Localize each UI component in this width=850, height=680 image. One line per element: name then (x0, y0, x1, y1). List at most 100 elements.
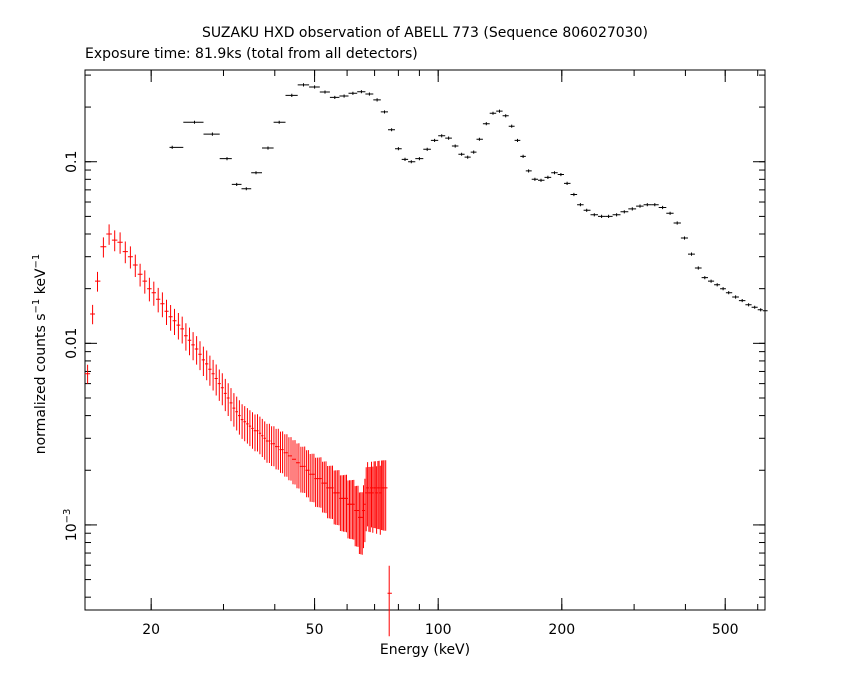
data-point (336, 470, 339, 525)
y-axis-label-unit: keV (33, 268, 49, 299)
data-point (219, 157, 232, 161)
data-point (666, 211, 674, 215)
data-point (514, 138, 521, 142)
data-point (180, 316, 184, 344)
data-point (415, 157, 424, 161)
data-point (323, 461, 326, 513)
data-point (720, 287, 726, 291)
data-point (408, 160, 416, 164)
data-point (357, 485, 359, 547)
data-point (732, 295, 739, 299)
data-point (201, 346, 205, 376)
data-point (688, 252, 695, 256)
data-point (367, 467, 370, 532)
data-point (262, 146, 274, 150)
data-point (329, 95, 340, 99)
data-point (214, 364, 218, 396)
data-point (294, 440, 296, 485)
data-point (187, 327, 192, 356)
data-point (307, 450, 310, 498)
data-point (375, 466, 378, 534)
data-point (326, 466, 329, 519)
data-point (281, 431, 284, 474)
data-point (285, 93, 298, 97)
data-point (598, 214, 606, 218)
data-point (156, 287, 161, 313)
data-point (366, 462, 369, 527)
data-point (314, 457, 317, 507)
y-axis-label: normalized counts s−1 keV−1 (31, 254, 49, 455)
data-point (357, 90, 366, 94)
data-point (132, 254, 138, 277)
data-point (708, 279, 715, 283)
data-point (464, 155, 471, 159)
data-point (331, 465, 334, 519)
data-point (273, 120, 286, 124)
data-point (329, 465, 332, 519)
x-tick-label: 500 (712, 622, 739, 638)
data-point (117, 232, 123, 254)
data-point (351, 480, 354, 540)
data-point (220, 373, 224, 406)
data-point (438, 134, 446, 138)
data-point (374, 461, 377, 529)
data-point (203, 132, 220, 136)
data-point (168, 305, 173, 331)
data-point (211, 359, 215, 391)
data-point (205, 350, 209, 381)
data-point (531, 177, 538, 181)
data-point (258, 416, 262, 455)
data-point (544, 175, 552, 179)
data-point (217, 369, 221, 401)
y-tick-label: 0.1 (64, 151, 80, 173)
data-point (334, 470, 337, 525)
data-point (243, 406, 247, 442)
data-point (232, 393, 236, 427)
data-point (348, 480, 351, 539)
data-point (577, 203, 584, 207)
data-point (570, 192, 578, 197)
data-point (341, 475, 343, 532)
data-point (297, 83, 310, 87)
data-point (387, 565, 392, 637)
data-point (229, 388, 233, 422)
data-point (191, 332, 195, 361)
data-point (238, 400, 241, 435)
data-point (538, 178, 545, 182)
data-point (369, 466, 372, 533)
data-point (371, 466, 374, 533)
svg-text:normalized counts s−1 keV−1: normalized counts s−1 keV−1 (31, 254, 49, 455)
data-point (301, 446, 304, 493)
data-point (328, 465, 331, 519)
data-point (100, 237, 107, 258)
data-point (445, 136, 452, 140)
data-point (312, 453, 315, 503)
data-point (321, 461, 324, 513)
data-point (384, 460, 388, 531)
data-point (354, 486, 357, 547)
data-point (147, 277, 152, 302)
data-point (194, 336, 199, 365)
data-point (345, 474, 348, 533)
data-point (339, 94, 349, 98)
data-point (352, 479, 355, 540)
data-point (643, 203, 652, 207)
data-point (738, 299, 746, 303)
data-point (361, 492, 364, 555)
data-point (256, 414, 259, 452)
data-point (762, 309, 768, 313)
data-point (184, 323, 188, 351)
data-point (289, 437, 292, 481)
data-point (309, 454, 312, 502)
data-point (240, 404, 244, 439)
data-point (283, 434, 286, 477)
data-point (451, 144, 459, 148)
data-point (223, 378, 227, 412)
data-point (362, 485, 365, 549)
x-tick-label: 100 (425, 622, 452, 638)
data-point (241, 187, 252, 191)
data-point (90, 304, 95, 325)
data-point (305, 450, 308, 498)
x-tick-label: 50 (306, 622, 324, 638)
data-point (333, 470, 336, 525)
